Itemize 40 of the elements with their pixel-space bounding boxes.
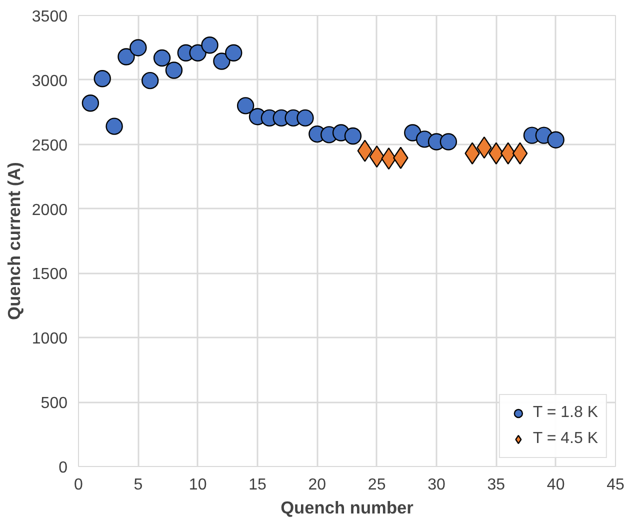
point — [344, 127, 362, 145]
point — [130, 39, 147, 56]
x-tick-label: 20 — [308, 476, 326, 494]
y-tick-label: 1000 — [32, 330, 68, 348]
x-tick-label: 10 — [188, 476, 207, 494]
point — [142, 72, 159, 90]
x-tick-label: 40 — [546, 476, 565, 494]
point — [225, 44, 242, 62]
point — [201, 36, 218, 54]
x-tick-label: 25 — [368, 476, 386, 494]
point — [153, 49, 171, 67]
point — [440, 133, 458, 150]
y-tick-label: 500 — [40, 395, 68, 412]
y-axis-title: Quench current (A) — [4, 162, 24, 320]
point — [189, 44, 206, 62]
point — [296, 109, 314, 127]
y-tick-label: 0 — [58, 460, 68, 476]
legend-label: T = 1.8 K — [532, 404, 598, 422]
legend-label: T = 4.5 K — [532, 430, 598, 448]
y-tick-label: 3000 — [32, 72, 68, 90]
x-axis-title: Quench number — [280, 498, 414, 518]
point — [118, 48, 135, 66]
x-tick-label: 5 — [134, 476, 143, 494]
point — [236, 97, 254, 114]
y-tick-label: 1500 — [32, 266, 68, 284]
x-tick-label: 45 — [606, 476, 624, 494]
point — [213, 52, 230, 70]
x-tick-label: 35 — [487, 476, 506, 494]
point — [165, 62, 183, 79]
point — [547, 131, 564, 148]
y-tick-label: 2000 — [32, 202, 68, 219]
point — [82, 94, 100, 112]
x-tick-label: 30 — [428, 476, 446, 494]
x-tick-label: 15 — [248, 476, 266, 494]
y-tick-label: 2500 — [32, 137, 68, 154]
point — [94, 70, 111, 88]
point — [512, 142, 528, 164]
x-tick-label: 0 — [74, 476, 84, 494]
point — [106, 118, 123, 135]
y-tick-label: 3500 — [32, 8, 68, 26]
